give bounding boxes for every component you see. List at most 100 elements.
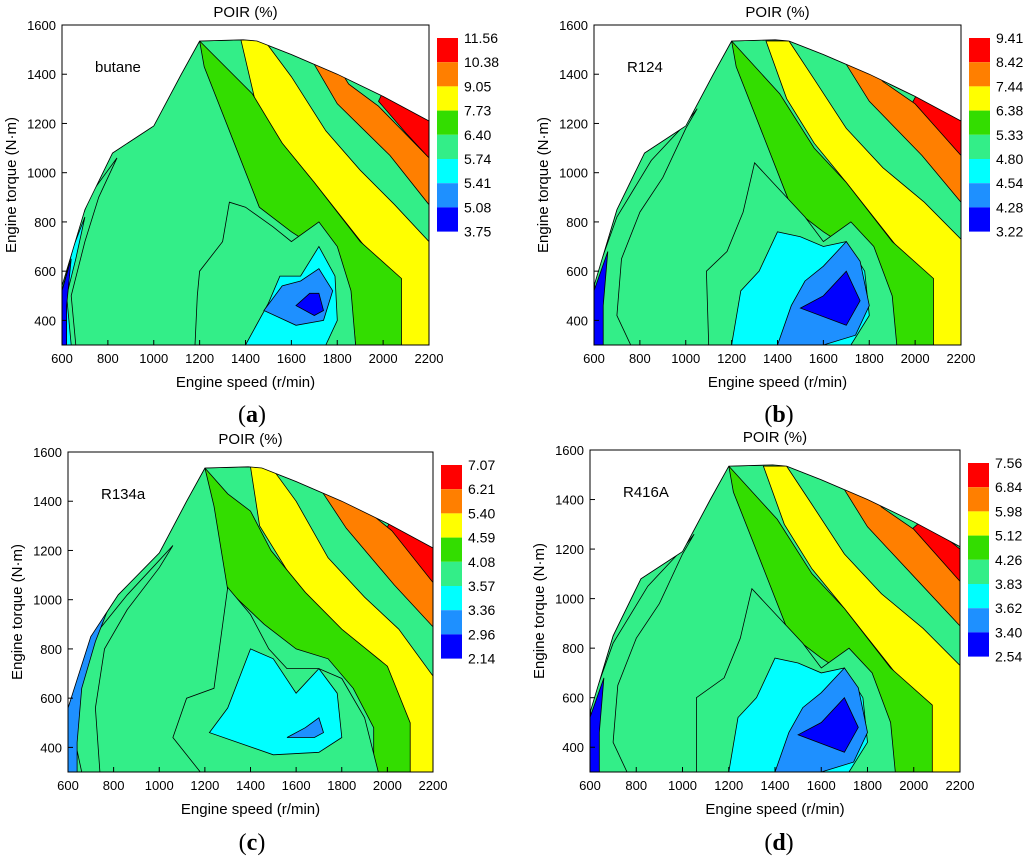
contour-band-8 xyxy=(590,677,605,772)
x-axis-label: Engine speed (r/min) xyxy=(176,374,315,391)
y-tick-label: 800 xyxy=(34,215,56,230)
x-tick-label: 1400 xyxy=(236,778,265,793)
x-tick-label: 2200 xyxy=(415,351,444,366)
legend-swatch xyxy=(437,183,458,208)
legend-swatch xyxy=(441,465,462,490)
legend-level-label: 9.41 xyxy=(996,30,1023,46)
y-tick-label: 600 xyxy=(34,264,56,279)
contour-bands xyxy=(590,464,960,772)
legend-swatch xyxy=(437,110,458,135)
legend-level-label: 6.38 xyxy=(996,103,1023,119)
legend-level-label: 4.26 xyxy=(995,552,1022,568)
contour-band-2 xyxy=(845,53,961,203)
y-tick-label: 1400 xyxy=(559,67,588,82)
legend-level-label: 9.05 xyxy=(464,78,491,94)
legend-level-label: 5.12 xyxy=(995,528,1022,544)
contour-band-2 xyxy=(313,53,429,206)
x-tick-label: 600 xyxy=(57,778,79,793)
legend-level-label: 3.83 xyxy=(995,576,1022,592)
legend-swatch xyxy=(441,561,462,586)
x-tick-label: 2200 xyxy=(947,351,976,366)
x-tick-label: 1800 xyxy=(327,778,356,793)
legend-swatch xyxy=(437,86,458,111)
legend-level-label: 8.42 xyxy=(996,54,1023,70)
y-tick-label: 800 xyxy=(562,641,584,656)
outside-region-mask xyxy=(594,25,961,286)
contour-bands xyxy=(594,39,961,345)
legend-swatch xyxy=(437,62,458,87)
contour-band-4 xyxy=(728,464,933,772)
legend-swatch xyxy=(968,559,989,584)
y-tick-label: 800 xyxy=(566,215,588,230)
operating-boundary-line xyxy=(61,39,430,287)
y-axis-label: Engine torque (N·m) xyxy=(9,544,26,680)
x-tick-label: 1400 xyxy=(761,778,790,793)
legend-level-label: 2.14 xyxy=(468,651,495,667)
panel-label-d: (d) xyxy=(764,830,793,856)
x-axis-label: Engine speed (r/min) xyxy=(181,801,320,818)
x-tick-label: 1800 xyxy=(855,351,884,366)
legend-level-label: 5.41 xyxy=(464,175,491,191)
y-tick-label: 1600 xyxy=(27,18,56,33)
contour-band-8 xyxy=(295,292,324,316)
x-tick-label: 1000 xyxy=(145,778,174,793)
legend-swatch xyxy=(968,535,989,560)
legend-level-label: 3.22 xyxy=(996,224,1023,240)
legend-swatch xyxy=(968,487,989,512)
contour-bands xyxy=(62,39,429,345)
legend-swatch xyxy=(969,38,990,63)
legend-swatch xyxy=(441,634,462,659)
y-tick-label: 1600 xyxy=(559,18,588,33)
legend-level-label: 2.96 xyxy=(468,626,495,642)
legend-level-label: 4.59 xyxy=(468,530,495,546)
fluid-annotation: R124 xyxy=(627,59,663,76)
legend-level-label: 5.08 xyxy=(464,199,491,215)
legend-swatch xyxy=(969,62,990,87)
legend-swatch xyxy=(441,513,462,538)
operating-boundary-line xyxy=(67,466,434,709)
operating-boundary-line xyxy=(593,39,962,287)
y-tick-label: 400 xyxy=(562,740,584,755)
x-tick-label: 1000 xyxy=(668,778,697,793)
legend-swatch xyxy=(441,586,462,611)
legend-swatch xyxy=(969,110,990,135)
legend-swatch xyxy=(968,632,989,657)
chart-title: POIR (%) xyxy=(213,4,277,21)
legend-level-label: 3.40 xyxy=(995,624,1022,640)
x-tick-label: 1400 xyxy=(231,351,260,366)
y-tick-label: 1200 xyxy=(33,543,62,558)
legend-level-label: 4.28 xyxy=(996,199,1023,215)
panel-label-a: (a) xyxy=(238,402,266,428)
chart-title: POIR (%) xyxy=(743,429,807,446)
legend-level-label: 6.21 xyxy=(468,481,495,497)
y-tick-label: 1200 xyxy=(559,116,588,131)
x-tick-label: 2000 xyxy=(899,778,928,793)
legend-level-label: 7.73 xyxy=(464,103,491,119)
legend-swatch xyxy=(437,38,458,63)
legend-level-label: 3.75 xyxy=(464,224,491,240)
contour-band-4 xyxy=(730,39,934,345)
contour-band-5 xyxy=(590,533,695,772)
contour-band-5 xyxy=(594,108,698,345)
legend-level-label: 5.98 xyxy=(995,503,1022,519)
chart-title: POIR (%) xyxy=(218,431,282,448)
legend-swatch xyxy=(441,610,462,635)
panel-b-r124: 600 800 1000 1200 1400 1600 1800 2000 2200 400 600… xyxy=(535,4,1023,391)
legend-level-label: 3.57 xyxy=(468,578,495,594)
contour-band-8 xyxy=(799,270,861,326)
legend-level-label: 11.56 xyxy=(464,30,498,46)
contour-band-2 xyxy=(843,479,960,627)
x-tick-label: 1800 xyxy=(853,778,882,793)
legend-level-label: 6.40 xyxy=(464,127,491,143)
x-tick-label: 1200 xyxy=(714,778,743,793)
legend-swatch xyxy=(969,134,990,159)
contour-band-8 xyxy=(62,258,72,345)
x-tick-label: 1200 xyxy=(717,351,746,366)
contour-band-4 xyxy=(204,467,411,772)
x-tick-label: 2000 xyxy=(373,778,402,793)
legend-level-label: 7.44 xyxy=(996,78,1023,94)
panel-label-c: (c) xyxy=(239,830,266,856)
legend-level-label: 7.56 xyxy=(995,455,1022,471)
legend-swatch xyxy=(441,537,462,562)
panel-a-butane: 600 800 1000 1200 1400 1600 1800 2000 2200 400 600… xyxy=(3,4,499,391)
